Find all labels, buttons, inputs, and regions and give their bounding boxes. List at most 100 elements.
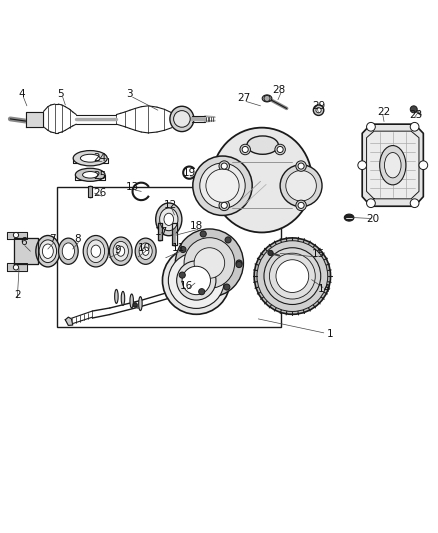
Circle shape [277,147,283,152]
Ellipse shape [173,111,190,127]
Circle shape [298,163,304,169]
Ellipse shape [87,240,105,263]
Text: 18: 18 [190,221,203,231]
Ellipse shape [36,236,60,267]
Text: 17: 17 [155,228,168,237]
Ellipse shape [39,240,57,263]
Ellipse shape [142,247,149,255]
Text: 29: 29 [312,101,325,111]
Text: 1: 1 [327,329,334,339]
Circle shape [280,165,322,207]
Circle shape [180,246,186,253]
Polygon shape [7,263,27,271]
Ellipse shape [212,128,312,232]
Text: 2: 2 [14,290,21,300]
Text: 22: 22 [378,107,391,117]
Ellipse shape [247,136,279,154]
Text: 19: 19 [183,168,196,177]
Ellipse shape [135,238,156,264]
Circle shape [175,229,244,297]
Ellipse shape [162,247,230,314]
Circle shape [236,260,242,266]
Ellipse shape [139,297,142,311]
Polygon shape [14,238,38,264]
Ellipse shape [130,294,134,308]
Ellipse shape [257,241,328,311]
Circle shape [410,199,419,207]
Ellipse shape [83,236,109,267]
Ellipse shape [139,243,152,260]
Ellipse shape [81,154,100,162]
Ellipse shape [121,292,125,305]
Text: 26: 26 [94,188,107,198]
Text: 23: 23 [410,110,423,119]
Circle shape [275,144,286,155]
Circle shape [224,284,230,290]
Ellipse shape [62,243,74,260]
Ellipse shape [115,289,118,303]
Circle shape [194,248,225,278]
Text: 3: 3 [126,89,133,99]
Circle shape [184,238,235,288]
Ellipse shape [91,245,101,257]
Ellipse shape [117,246,125,256]
Ellipse shape [159,208,178,231]
Text: 20: 20 [366,214,379,224]
Circle shape [242,147,248,152]
Circle shape [410,123,419,131]
Ellipse shape [73,151,107,166]
Circle shape [286,171,316,201]
Circle shape [358,161,367,169]
Circle shape [410,106,417,113]
Ellipse shape [254,238,331,314]
Text: 4: 4 [18,89,25,99]
Ellipse shape [264,248,321,304]
Ellipse shape [75,168,105,181]
Ellipse shape [164,213,173,225]
Circle shape [200,231,206,237]
Ellipse shape [113,241,128,261]
Circle shape [219,161,230,171]
Circle shape [13,232,18,238]
Text: 25: 25 [94,171,107,181]
Ellipse shape [59,238,78,264]
Text: 6: 6 [20,238,27,247]
Text: 8: 8 [74,235,81,245]
Circle shape [236,262,242,268]
Ellipse shape [385,152,401,178]
Circle shape [367,123,375,131]
Ellipse shape [82,172,98,178]
Circle shape [296,161,306,171]
Ellipse shape [110,237,132,265]
Ellipse shape [177,261,216,300]
Ellipse shape [380,146,406,185]
Polygon shape [362,124,424,206]
Circle shape [316,108,321,113]
Text: 16: 16 [180,281,193,291]
Circle shape [221,163,227,169]
Circle shape [419,161,427,169]
Circle shape [200,163,245,208]
Ellipse shape [42,244,53,259]
Text: 9: 9 [114,245,121,255]
Bar [57,187,281,327]
Circle shape [133,303,138,307]
Ellipse shape [168,253,224,309]
Text: 27: 27 [238,93,251,103]
Ellipse shape [269,253,315,299]
Text: 28: 28 [272,85,286,95]
Text: 11: 11 [172,243,185,253]
Text: 12: 12 [163,200,177,211]
Text: 10: 10 [138,243,151,253]
Text: 7: 7 [49,235,56,245]
Text: 24: 24 [94,153,107,163]
Text: 13: 13 [126,182,139,192]
Circle shape [219,200,230,211]
Polygon shape [7,231,27,239]
Ellipse shape [182,266,211,295]
Circle shape [313,105,324,116]
Circle shape [367,199,375,207]
Circle shape [179,272,185,278]
Circle shape [193,156,252,215]
Polygon shape [367,131,419,199]
